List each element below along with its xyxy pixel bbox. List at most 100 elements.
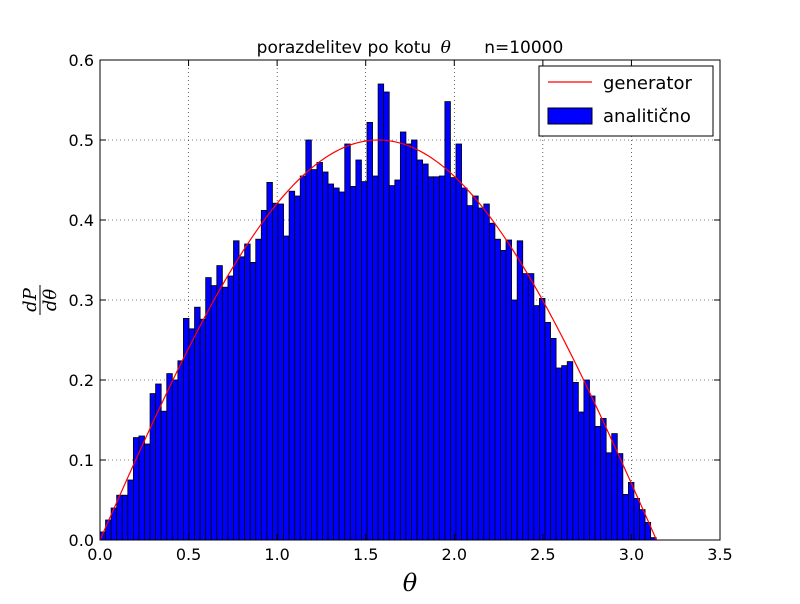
legend-analiticno-label: analitično xyxy=(603,106,691,127)
legend: generator analitično xyxy=(538,65,714,137)
histogram-bar xyxy=(399,131,407,541)
histogram-bar xyxy=(516,240,524,541)
y-tick-label: 0.1 xyxy=(69,451,94,470)
histogram-bar xyxy=(527,273,535,541)
histogram-bar xyxy=(205,277,212,541)
histogram-bar xyxy=(594,425,602,541)
x-tick-label: 3.5 xyxy=(707,545,732,564)
histogram-bar xyxy=(288,190,296,541)
histogram-bar xyxy=(327,183,335,541)
histogram-bar xyxy=(461,187,468,541)
x-tick-label: 0.5 xyxy=(176,545,201,564)
histogram-bar xyxy=(221,286,229,541)
histogram-bar xyxy=(344,143,351,541)
histogram-bar xyxy=(483,203,490,541)
y-axis-label: dP dθ xyxy=(20,285,61,315)
histogram-bar xyxy=(177,360,184,541)
histogram-bar xyxy=(522,273,529,541)
histogram-bar xyxy=(260,209,268,541)
y-tick-label: 0.3 xyxy=(69,291,94,310)
histogram-bar xyxy=(583,379,590,541)
histogram-bar xyxy=(505,239,513,541)
x-tick-label: 3.0 xyxy=(619,545,644,564)
histogram-bar xyxy=(550,337,557,541)
histogram-bars xyxy=(99,83,657,541)
y-tick-label: 0.2 xyxy=(69,371,94,390)
histogram-bar xyxy=(255,238,262,541)
histogram-bar xyxy=(294,195,301,541)
histogram-bar xyxy=(349,185,357,541)
histogram-bar xyxy=(283,235,290,541)
histogram-bar xyxy=(166,373,173,541)
histogram-bar xyxy=(310,169,318,541)
histogram-bar xyxy=(572,381,579,541)
y-tick-labels: 0.0 0.1 0.2 0.3 0.4 0.5 0.6 xyxy=(69,51,94,550)
histogram-bar xyxy=(377,83,385,541)
chart-title-symbol: θ xyxy=(441,38,451,58)
histogram-bar xyxy=(127,479,134,541)
histogram-bar xyxy=(500,249,507,541)
histogram-bar xyxy=(544,321,551,541)
y-tick-label: 0.6 xyxy=(69,51,94,70)
histogram-bar xyxy=(416,159,424,541)
y-tick-label: 0.0 xyxy=(69,531,94,550)
y-tick-label: 0.5 xyxy=(69,131,94,150)
histogram-bar xyxy=(455,143,462,541)
histogram-bar xyxy=(227,275,234,541)
histogram-bar xyxy=(322,171,329,541)
histogram-bar xyxy=(427,176,435,541)
chart-title-suffix: n=10000 xyxy=(484,38,563,58)
histogram-bar xyxy=(600,417,607,541)
legend-analiticno-swatch xyxy=(547,107,593,125)
histogram-bar xyxy=(383,91,390,541)
histogram-bar xyxy=(199,318,207,541)
histogram-bar xyxy=(171,379,179,541)
histogram-bar xyxy=(105,519,112,541)
histogram-bar xyxy=(238,256,246,541)
histogram-bar xyxy=(561,365,568,541)
histogram-bar xyxy=(466,205,474,541)
histogram-bar xyxy=(216,265,223,541)
x-axis-label: θ xyxy=(403,569,418,597)
y-axis-label-denominator: dθ xyxy=(40,289,61,312)
x-tick-label: 1.5 xyxy=(353,545,378,564)
x-tick-label: 2.0 xyxy=(442,545,467,564)
histogram-bar xyxy=(433,176,440,541)
y-tick-label: 0.4 xyxy=(69,211,94,230)
histogram-bar xyxy=(577,411,585,541)
histogram-bar xyxy=(589,395,596,541)
x-tick-label: 2.5 xyxy=(530,545,555,564)
generator-curve xyxy=(99,139,658,541)
histogram-bar xyxy=(305,139,312,541)
x-tick-labels: 0.0 0.5 1.0 1.5 2.0 2.5 3.0 3.5 xyxy=(87,545,732,564)
legend-generator-label: generator xyxy=(603,73,692,94)
histogram-bar xyxy=(444,101,451,541)
histogram-bar xyxy=(277,203,284,541)
histogram-bar xyxy=(394,179,401,541)
histogram-bar xyxy=(210,285,218,541)
histogram-bar xyxy=(405,143,412,541)
histogram-bar xyxy=(266,181,273,541)
histogram-bar xyxy=(249,261,257,541)
histogram-bar xyxy=(533,305,540,541)
histogram-bar xyxy=(149,393,157,541)
histogram-bar xyxy=(272,202,279,541)
histogram-bar xyxy=(605,452,613,541)
histogram-bar xyxy=(338,191,346,541)
histogram-bar xyxy=(628,481,635,541)
histogram-bar xyxy=(160,410,168,541)
histogram-bar xyxy=(616,453,624,541)
histogram-bar xyxy=(316,161,323,541)
histogram-bar xyxy=(355,159,362,541)
axis-ticks xyxy=(99,59,721,541)
histogram-bar xyxy=(488,222,496,541)
x-tick-label: 0.0 xyxy=(87,545,112,564)
histogram-bar xyxy=(566,361,574,541)
histogram-bar xyxy=(132,437,140,541)
histogram-bar xyxy=(477,207,485,541)
histogram-bar xyxy=(555,367,563,541)
histogram-bar xyxy=(188,328,195,541)
histogram-bar xyxy=(299,175,307,541)
